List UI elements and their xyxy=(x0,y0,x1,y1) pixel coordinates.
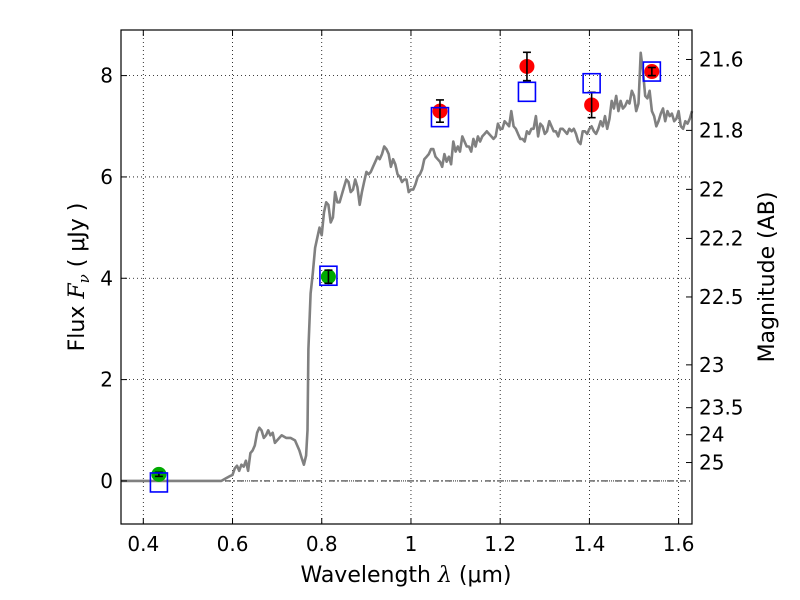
y-axis-label-unit: ( μJy ) xyxy=(65,203,90,275)
y-axis-label-symbol: F xyxy=(65,283,90,300)
x-tick-label: 0.8 xyxy=(306,532,338,556)
model-photometry-square xyxy=(582,72,601,94)
x-axis-label-prefix: Wavelength xyxy=(300,563,438,588)
x-axis-label-symbol: λ xyxy=(437,563,452,588)
y-tick-label: 8 xyxy=(100,64,113,88)
model-photometry-square xyxy=(319,265,338,287)
x-tick-label: 0.4 xyxy=(127,532,159,556)
right-tick-label: 22.5 xyxy=(699,285,744,309)
y-tick-label: 6 xyxy=(100,165,113,189)
y-axis-label-subscript: ν xyxy=(75,274,93,283)
right-axis-ticks: 21.6 21.8 22 22.2 22.5 23 23.5 24 25 xyxy=(686,47,744,475)
y-tick-label: 4 xyxy=(100,266,113,290)
x-tick-label: 0.6 xyxy=(217,532,249,556)
photometry-markers xyxy=(149,51,662,493)
x-axis-label: Wavelength λ (μm) xyxy=(300,563,511,588)
model-photometry-square xyxy=(149,472,169,493)
y-axis-ticks: 0 2 4 6 8 xyxy=(100,64,127,493)
model-photometry-square xyxy=(642,61,662,82)
right-tick-label: 21.6 xyxy=(699,47,744,71)
right-tick-label: 23 xyxy=(699,353,724,377)
x-axis-label-unit: (μm) xyxy=(452,563,512,588)
y-axis-label-prefix: Flux xyxy=(65,299,90,352)
x-tick-label: 1 xyxy=(405,532,418,556)
model-spectrum-line xyxy=(121,51,694,483)
x-axis-ticks: 0.4 0.6 0.8 1 1.2 1.4 1.6 xyxy=(127,30,695,556)
y-tick-label: 2 xyxy=(100,368,113,392)
y-tick-label: 0 xyxy=(100,469,113,493)
x-tick-label: 1.6 xyxy=(663,532,695,556)
y-axis-label: Flux Fν ( μJy ) xyxy=(65,203,93,352)
right-tick-label: 24 xyxy=(699,423,724,447)
model-photometry-square xyxy=(430,106,450,128)
model-photometry-square xyxy=(517,81,537,103)
right-axis-label: Magnitude (AB) xyxy=(755,192,780,363)
right-tick-label: 21.8 xyxy=(699,118,744,142)
x-tick-label: 1.2 xyxy=(484,532,516,556)
right-tick-label: 23.5 xyxy=(699,396,744,420)
right-tick-label: 25 xyxy=(699,451,724,475)
x-tick-label: 1.4 xyxy=(573,532,605,556)
right-tick-label: 22.2 xyxy=(699,226,744,250)
right-tick-label: 22 xyxy=(699,177,724,201)
plot-frame xyxy=(120,29,693,525)
